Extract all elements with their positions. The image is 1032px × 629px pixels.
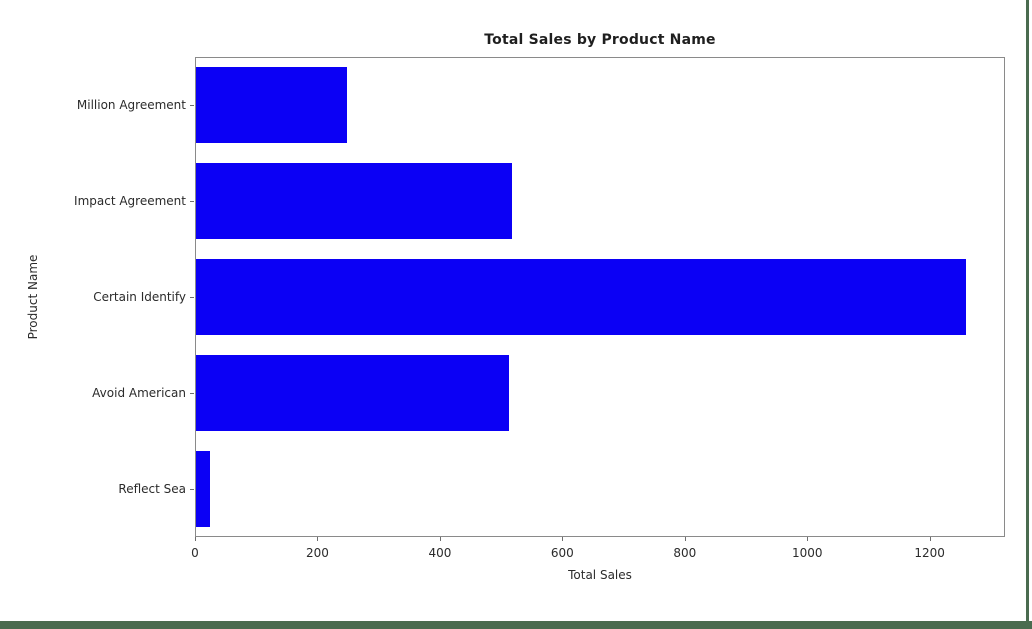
window-border-right: [1026, 0, 1029, 629]
x-tick-mark: [807, 537, 809, 541]
x-tick-mark: [562, 537, 564, 541]
x-tick-mark: [195, 537, 196, 541]
x-tick-label-200: 200: [305, 546, 329, 560]
bar-impact-agreement: [196, 162, 512, 240]
y-axis-label-text: Product Name: [26, 254, 40, 340]
y-tick-label-million-agreement: Million Agreement: [76, 98, 186, 112]
x-tick-label-0: 0: [191, 546, 199, 560]
x-tick-mark: [929, 537, 931, 541]
x-axis-label: Total Sales: [568, 568, 632, 582]
bar-reflect-sea: [196, 450, 210, 528]
y-tick-mark: [190, 393, 194, 394]
x-tick-label-400: 400: [428, 546, 452, 560]
x-tick-label-1000: 1000: [791, 546, 823, 560]
y-tick-label-avoid-american: Avoid American: [92, 386, 186, 400]
y-tick-label-certain-identify: Certain Identify: [93, 290, 186, 304]
chart-title: Total Sales by Product Name: [484, 32, 716, 48]
window-border-bottom: [0, 621, 1032, 629]
x-tick-label-800: 800: [673, 546, 697, 560]
y-tick-mark: [190, 105, 194, 106]
y-tick-mark: [190, 297, 194, 298]
y-tick-label-impact-agreement: Impact Agreement: [74, 194, 186, 208]
y-tick-label-reflect-sea: Reflect Sea: [118, 482, 186, 496]
bar-certain-identify: [196, 258, 967, 336]
x-tick-mark: [317, 537, 319, 541]
x-tick-label-600: 600: [550, 546, 574, 560]
bar-million-agreement: [196, 66, 348, 144]
bar-avoid-american: [196, 354, 510, 432]
x-tick-label-1200: 1200: [914, 546, 945, 560]
x-tick-mark: [439, 537, 441, 541]
x-tick-mark: [684, 537, 686, 541]
y-tick-mark: [190, 201, 194, 202]
y-tick-mark: [190, 489, 194, 490]
